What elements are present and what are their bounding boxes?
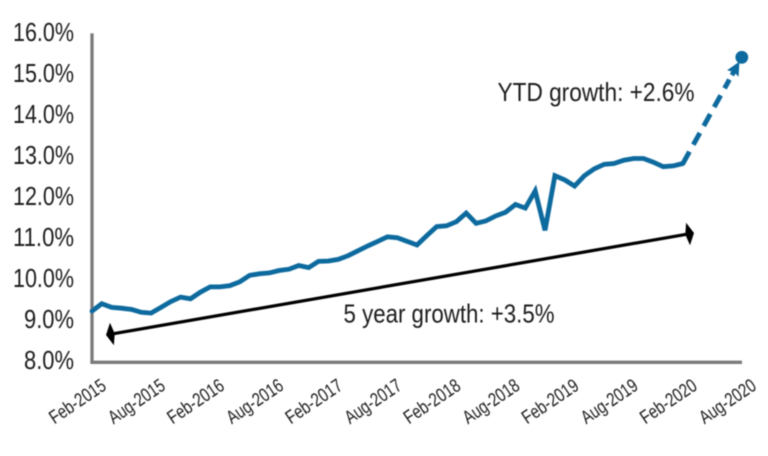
svg-text:14.0%: 14.0%	[13, 99, 74, 129]
svg-text:YTD growth: +2.6%: YTD growth: +2.6%	[498, 77, 695, 107]
svg-text:5 year growth: +3.5%: 5 year growth: +3.5%	[344, 299, 555, 329]
svg-text:9.0%: 9.0%	[24, 304, 74, 334]
svg-text:16.0%: 16.0%	[13, 17, 74, 47]
svg-text:12.0%: 12.0%	[13, 181, 74, 211]
svg-text:15.0%: 15.0%	[13, 58, 74, 88]
svg-text:8.0%: 8.0%	[24, 345, 74, 375]
svg-text:13.0%: 13.0%	[13, 140, 74, 170]
svg-text:10.0%: 10.0%	[13, 263, 74, 293]
svg-text:11.0%: 11.0%	[13, 222, 74, 252]
